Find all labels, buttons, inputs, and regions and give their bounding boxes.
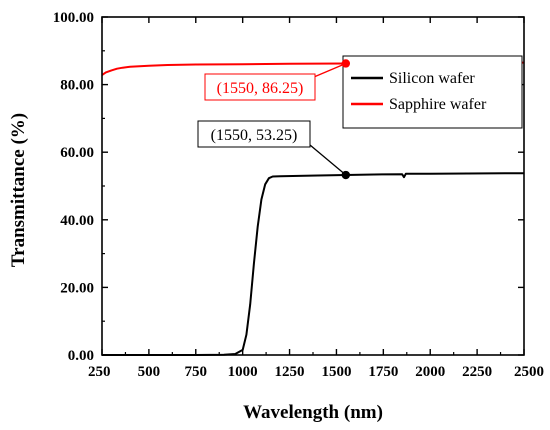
x-tick-label: 1250	[275, 364, 305, 380]
x-tick-label: 750	[185, 364, 208, 380]
x-tick-label: 250	[88, 364, 111, 380]
x-tick-label: 1750	[368, 364, 398, 380]
annotation-point	[341, 170, 351, 180]
annotation-leader	[309, 144, 347, 176]
y-tick-label: 80.00	[60, 78, 94, 94]
x-tick-label: 2250	[462, 364, 492, 380]
legend: Silicon wafer Sapphire wafer	[342, 55, 523, 129]
y-tick-label: 60.00	[60, 145, 94, 161]
annotation-label: (1550, 86.25)	[217, 80, 304, 97]
series-line-silicon-wafer	[102, 172, 524, 356]
y-tick-label: 40.00	[60, 213, 94, 229]
legend-label: Silicon wafer	[389, 70, 475, 87]
x-tick-label: 2500	[514, 364, 544, 380]
y-axis-title: Transmittance (%)	[8, 113, 29, 267]
legend-box	[342, 55, 523, 129]
annotation-box	[204, 73, 316, 101]
x-axis-title: Wavelength (nm)	[243, 402, 383, 423]
x-tick-label: 1500	[321, 364, 351, 380]
annotation-label: (1550, 53.25)	[211, 127, 298, 144]
x-tick-label: 500	[138, 364, 161, 380]
y-tick-label: 100.00	[53, 10, 94, 26]
legend-label: Sapphire wafer	[389, 96, 487, 113]
y-tick-label: 20.00	[60, 280, 94, 296]
annotations: (1550, 86.25) (1550, 53.25)	[197, 59, 351, 180]
x-tick-label: 2000	[415, 364, 445, 380]
annotation-point	[341, 59, 351, 68]
y-tick-label: 0.00	[68, 348, 94, 364]
x-tick-label: 1000	[228, 364, 258, 380]
ticks: 250 500 750 1000 1250 1500 1750 2000 2250 2500 0.0…	[53, 10, 544, 380]
annotation-box	[197, 120, 311, 148]
